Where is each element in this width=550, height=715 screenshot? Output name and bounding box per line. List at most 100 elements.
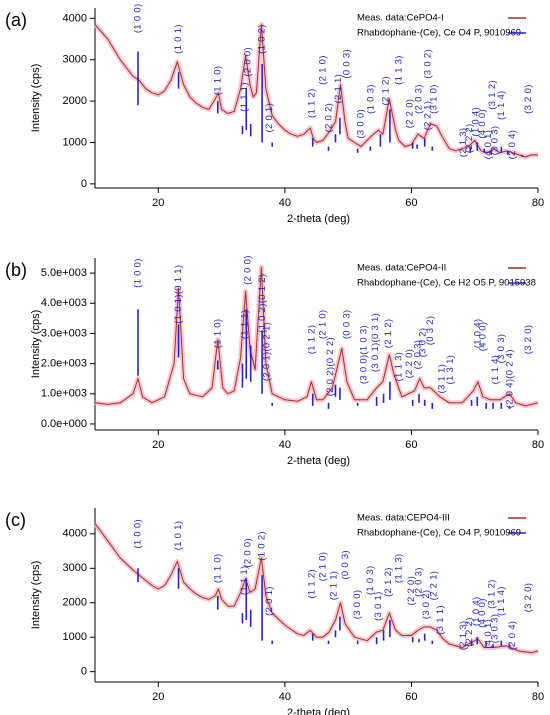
hkl-label: (1 0 3) — [365, 84, 376, 114]
hkl-label: (1 1 0) — [212, 66, 223, 96]
hkl-label: (4 0 1) — [483, 130, 494, 160]
hkl-label: (2 1 2) — [383, 567, 394, 597]
hkl-label: (1 0 3) — [365, 566, 376, 596]
y-tick-label: 0.0e+000 — [41, 418, 87, 430]
hkl-label: (2 2 2) — [464, 617, 475, 647]
y-tick-label: 3000 — [63, 562, 87, 574]
hkl-label: (2 2 0) — [405, 99, 416, 129]
hkl-label: (4 0 0) — [477, 109, 488, 139]
hkl-label: (4 0 0) — [477, 598, 488, 628]
hkl-label: (2 1 0) — [317, 552, 328, 582]
hkl-label: (0 0 3) — [341, 310, 352, 340]
y-tick-label: 2000 — [63, 95, 87, 107]
pattern-line — [94, 24, 538, 158]
hkl-label: (2 2 2) — [464, 124, 475, 154]
hkl-label: (1 0 4) — [470, 107, 481, 137]
hkl-label: (3 0 2) — [417, 328, 428, 358]
hkl-label: (1 1 2) — [307, 325, 318, 355]
hkl-label: (1 1 4) — [496, 586, 507, 616]
hkl-label: (2 1 1) — [329, 571, 340, 601]
y-tick-label: 0 — [81, 666, 87, 678]
x-tick-label: 40 — [279, 439, 291, 451]
pattern-line — [94, 523, 539, 654]
hkl-label: (1 0 0) — [133, 519, 144, 549]
x-tick-label: 80 — [532, 439, 544, 451]
hkl-label: (1 1 4) — [496, 90, 507, 120]
pattern-line — [94, 266, 539, 407]
x-tick-label: 60 — [405, 197, 417, 209]
hkl-label: (3 1 1) — [436, 364, 447, 394]
hkl-label: (2 2 0) — [404, 349, 415, 379]
y-tick-label: 4.0e+003 — [41, 297, 87, 309]
hkl-label: (1 1 4) — [490, 355, 501, 385]
hkl-label: (1 3 1) — [445, 355, 456, 385]
hkl-label: (3 0 0)(1 0 3) — [358, 325, 369, 384]
x-tick-label: 20 — [152, 691, 164, 703]
hkl-label: (3 1 1) — [435, 605, 446, 635]
hkl-label: (2 0 0) — [243, 538, 254, 568]
x-axis-label: 2-theta (deg) — [287, 455, 350, 467]
y-tick-label: 3000 — [63, 54, 87, 66]
hkl-label: (1 0 0) — [133, 258, 144, 288]
hkl-label: (2 2 0) — [406, 576, 417, 606]
hkl-label: (2 0 3) — [414, 567, 425, 597]
x-tick-label: 40 — [279, 691, 291, 703]
hkl-label: (1 1 1) — [239, 82, 250, 112]
hkl-label: (0 0 3) — [340, 550, 351, 580]
y-tick-label: 1000 — [63, 136, 87, 148]
hkl-label: (1 0 4) — [472, 319, 483, 349]
x-tick-label: 60 — [405, 439, 417, 451]
y-tick-label: 2000 — [63, 597, 87, 609]
y-tick-label: 4000 — [63, 528, 87, 540]
y-tick-label: 1.0e+003 — [41, 388, 87, 400]
hkl-label: (2 2 1) — [429, 571, 440, 601]
hkl-label: (2 0 4)(0 2 4) — [505, 349, 516, 408]
y-tick-label: 3.0e+003 — [41, 327, 87, 339]
y-tick-label: 0 — [81, 178, 87, 190]
hkl-label: (1 0 4) — [471, 597, 482, 627]
hkl-label: (2 0 3) — [414, 84, 425, 114]
legend-label: Rhabdophane-(Ce), Ce H2 O5 P, 9015938 — [357, 278, 536, 289]
hkl-label: (3 0 1) — [373, 591, 384, 621]
hkl-label: (2 0 0) — [243, 47, 254, 77]
hkl-label: (2 1 1) — [333, 74, 344, 104]
hkl-label: (2 1 2) — [383, 319, 394, 349]
x-axis-label: 2-theta (deg) — [287, 213, 350, 225]
y-tick-label: 1000 — [63, 631, 87, 643]
hkl-label: (2 1 0) — [317, 310, 328, 340]
hkl-label: (2 0 3) — [412, 340, 423, 370]
x-tick-label: 20 — [152, 197, 164, 209]
hkl-label: (2 0 1) — [264, 103, 275, 133]
hkl-label: (1 1 3) — [393, 554, 404, 584]
legend-label: Rhabdophane-(Ce), Ce O4 P, 9010969 — [357, 28, 521, 39]
y-tick-label: 5.0e+003 — [41, 267, 87, 279]
hkl-label: (3 0 0) — [355, 109, 366, 139]
hkl-label: (2 0 4) — [507, 621, 518, 651]
hkl-label: (2 0 1) — [264, 586, 275, 616]
hkl-label: (1 1 0) — [212, 554, 223, 584]
hkl-label: (1 1 3) — [393, 352, 404, 382]
hkl-label: (1 0 1)(0 1 1) — [173, 265, 184, 324]
y-tick-label: 4000 — [63, 12, 87, 24]
x-tick-label: 20 — [152, 439, 164, 451]
hkl-label: (4 0 1) — [483, 619, 494, 649]
hkl-label: (1 1 1) — [239, 566, 250, 596]
x-axis-label: 2-theta (deg) — [287, 707, 350, 715]
panel-label: (a) — [5, 10, 27, 30]
hkl-label: (1 1 2) — [307, 569, 318, 599]
hkl-label: (1 0 1) — [173, 24, 184, 54]
hkl-label: (3 1 0) — [429, 84, 440, 114]
hkl-label: (2 2 1) — [422, 101, 433, 131]
hkl-label: (3 0 2) — [422, 49, 433, 79]
y-axis-label: Intensity (cps) — [30, 561, 42, 629]
hkl-label: (4 0 0) — [477, 322, 488, 352]
hkl-label: (3 0 0) — [352, 590, 363, 620]
hkl-label: (3 2 0) — [523, 84, 534, 114]
hkl-label: (1 1 2) — [307, 88, 318, 118]
legend-label: Rhabdophane-(Ce), Ce O4 P, 9010969 — [357, 528, 521, 539]
hkl-label: (1 0 2) — [257, 24, 268, 54]
hkl-label: (3 1 2) — [486, 579, 497, 609]
hkl-label: (1 0 0) — [133, 4, 144, 34]
x-tick-label: 80 — [532, 197, 544, 209]
hkl-label: (3 0 3) — [489, 614, 500, 644]
